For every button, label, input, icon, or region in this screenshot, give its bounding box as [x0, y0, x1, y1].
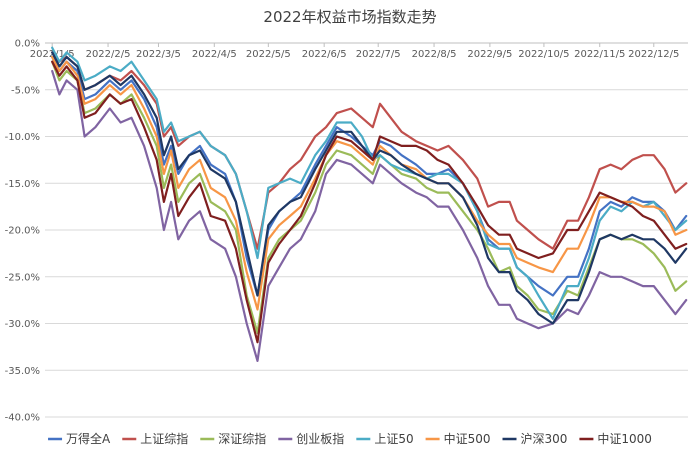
y-axis: 0.0% -5.0% -10.0% -15.0% -20.0% -25.0% -30.0% -… — [5, 39, 40, 424]
x-tick-label: 2022/5/5 — [246, 49, 291, 60]
y-tick-label: -35.0% — [5, 366, 40, 377]
x-axis: 2022/1/5 2022/2/5 2022/3/5 2022/4/5 2022/5/5… — [30, 42, 688, 60]
y-tick-label: -25.0% — [5, 272, 40, 283]
series-layer — [51, 46, 688, 362]
y-tick-label: -30.0% — [5, 319, 40, 330]
legend-label: 中证500 — [444, 431, 491, 446]
x-tick-label: 2022/6/5 — [302, 49, 347, 60]
x-tick-label: 2022/4/5 — [192, 49, 237, 60]
x-tick-label: 2022/7/5 — [356, 49, 401, 60]
y-tick-label: 0.0% — [15, 39, 40, 50]
series-line-8 — [51, 60, 688, 344]
x-tick-label: 2022/9/5 — [467, 49, 512, 60]
chart-title: 2022年权益市场指数走势 — [263, 8, 436, 26]
y-tick-label: -5.0% — [11, 85, 40, 96]
legend-label: 深证综指 — [218, 431, 266, 446]
x-tick-label: 2022/2/5 — [86, 49, 131, 60]
legend-label: 沪深300 — [521, 432, 568, 446]
legend: 万得全A 上证综指 深证综指 创业板指 上证50 中证500 沪深300 中证1000 — [48, 431, 652, 446]
grid-layer — [45, 42, 688, 418]
series-line-3 — [51, 60, 688, 334]
x-tick-label: 2022/11/5 — [574, 49, 625, 60]
x-tick-label: 2022/3/5 — [136, 49, 181, 60]
series-line-5 — [51, 46, 688, 320]
x-tick-label: 2022/10/5 — [518, 49, 569, 60]
y-tick-label: -20.0% — [5, 226, 40, 237]
series-line-7 — [51, 51, 688, 325]
legend-label: 创业板指 — [296, 431, 344, 446]
legend-label: 上证50 — [374, 432, 413, 446]
legend-label: 中证1000 — [597, 431, 652, 446]
x-tick-label: 2022/8/5 — [412, 49, 457, 60]
series-line-6 — [51, 55, 688, 311]
y-tick-label: -15.0% — [5, 179, 40, 190]
legend-label: 万得全A — [66, 431, 111, 446]
x-tick-label: 2022/12/5 — [628, 49, 679, 60]
legend-label: 上证综指 — [140, 431, 188, 446]
series-line-4 — [51, 69, 688, 362]
y-tick-label: -10.0% — [5, 132, 40, 143]
series-line-2 — [51, 51, 688, 250]
y-tick-label: -40.0% — [5, 413, 40, 424]
